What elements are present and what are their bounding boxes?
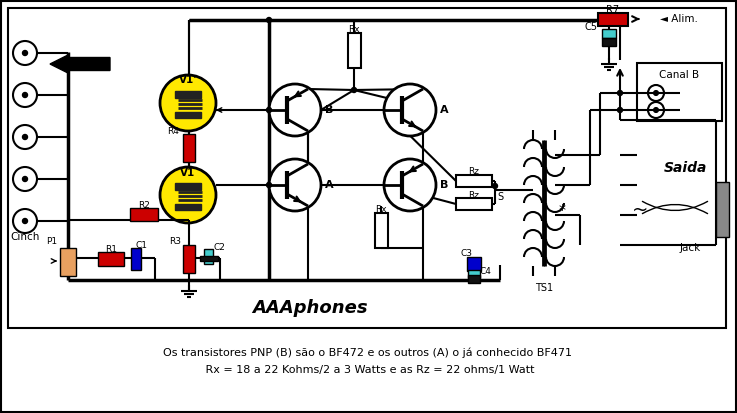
- Bar: [467, 257, 481, 271]
- Bar: [716, 182, 729, 237]
- Text: Rx: Rx: [375, 206, 387, 214]
- Text: V1': V1': [179, 75, 198, 85]
- Text: Jack: Jack: [680, 243, 701, 253]
- Circle shape: [160, 75, 216, 131]
- Bar: [375, 213, 388, 248]
- Text: Cinch: Cinch: [10, 232, 40, 242]
- Circle shape: [384, 159, 436, 211]
- Text: ~: ~: [632, 200, 648, 219]
- Circle shape: [269, 84, 321, 136]
- Bar: [456, 198, 492, 210]
- Text: A: A: [325, 180, 334, 190]
- Text: A: A: [440, 105, 449, 115]
- Circle shape: [648, 102, 664, 118]
- Bar: [602, 38, 616, 46]
- Bar: [204, 249, 213, 264]
- Bar: [456, 175, 492, 187]
- Bar: [175, 112, 201, 118]
- Text: Canal B: Canal B: [659, 70, 699, 80]
- Text: B: B: [440, 180, 448, 190]
- Bar: [175, 183, 201, 190]
- Text: S: S: [497, 192, 503, 202]
- Text: R7: R7: [607, 5, 620, 15]
- Circle shape: [267, 17, 271, 22]
- Bar: [98, 252, 124, 266]
- Circle shape: [23, 176, 27, 181]
- Text: C2: C2: [214, 242, 226, 252]
- Text: *: *: [559, 203, 566, 217]
- Circle shape: [13, 41, 37, 65]
- Bar: [468, 275, 480, 283]
- Text: C3: C3: [461, 249, 473, 259]
- Circle shape: [269, 159, 321, 211]
- Text: TS1: TS1: [535, 283, 553, 293]
- Bar: [200, 256, 218, 261]
- Bar: [60, 248, 76, 276]
- Bar: [130, 208, 158, 221]
- Circle shape: [648, 85, 664, 101]
- Bar: [131, 248, 141, 270]
- Circle shape: [23, 50, 27, 55]
- Text: C5: C5: [585, 22, 598, 32]
- Text: R4: R4: [167, 126, 179, 135]
- Text: C4: C4: [480, 268, 492, 276]
- Bar: [602, 29, 616, 38]
- Circle shape: [267, 183, 271, 188]
- Text: Saida: Saida: [663, 161, 707, 175]
- Bar: [183, 134, 195, 162]
- Text: Rx: Rx: [348, 26, 360, 35]
- Text: R3: R3: [169, 237, 181, 247]
- Circle shape: [618, 107, 623, 112]
- Bar: [598, 13, 628, 26]
- Circle shape: [384, 84, 436, 136]
- Text: B: B: [325, 105, 333, 115]
- Circle shape: [654, 91, 658, 95]
- Text: Os transistores PNP (B) são o BF472 e os outros (A) o já conhecido BF471: Os transistores PNP (B) são o BF472 e os…: [164, 348, 573, 358]
- Circle shape: [654, 108, 658, 112]
- Circle shape: [13, 209, 37, 233]
- Circle shape: [618, 90, 623, 95]
- Bar: [8, 8, 726, 328]
- Bar: [175, 204, 201, 210]
- Text: Rx = 18 a 22 Kohms/2 a 3 Watts e as Rz = 22 ohms/1 Watt: Rx = 18 a 22 Kohms/2 a 3 Watts e as Rz =…: [202, 365, 534, 375]
- Text: P1: P1: [46, 237, 57, 247]
- Circle shape: [23, 93, 27, 97]
- Circle shape: [23, 218, 27, 223]
- Bar: [183, 245, 195, 273]
- Text: AAAphones: AAAphones: [252, 299, 368, 317]
- Text: R1: R1: [105, 244, 117, 254]
- FancyArrow shape: [50, 55, 110, 73]
- Text: V1: V1: [181, 168, 195, 178]
- Bar: [348, 33, 361, 68]
- Text: C1: C1: [136, 240, 148, 249]
- Circle shape: [160, 167, 216, 223]
- Circle shape: [13, 167, 37, 191]
- Bar: [175, 91, 201, 98]
- Circle shape: [267, 107, 271, 112]
- Circle shape: [492, 183, 497, 188]
- Circle shape: [13, 125, 37, 149]
- Circle shape: [23, 135, 27, 140]
- Bar: [468, 270, 480, 278]
- Text: Rz: Rz: [469, 190, 480, 199]
- Circle shape: [13, 83, 37, 107]
- Text: R2: R2: [138, 200, 150, 209]
- Circle shape: [352, 88, 357, 93]
- Bar: [637, 63, 722, 121]
- Text: Rz: Rz: [469, 168, 480, 176]
- Text: ◄ Alim.: ◄ Alim.: [660, 14, 698, 24]
